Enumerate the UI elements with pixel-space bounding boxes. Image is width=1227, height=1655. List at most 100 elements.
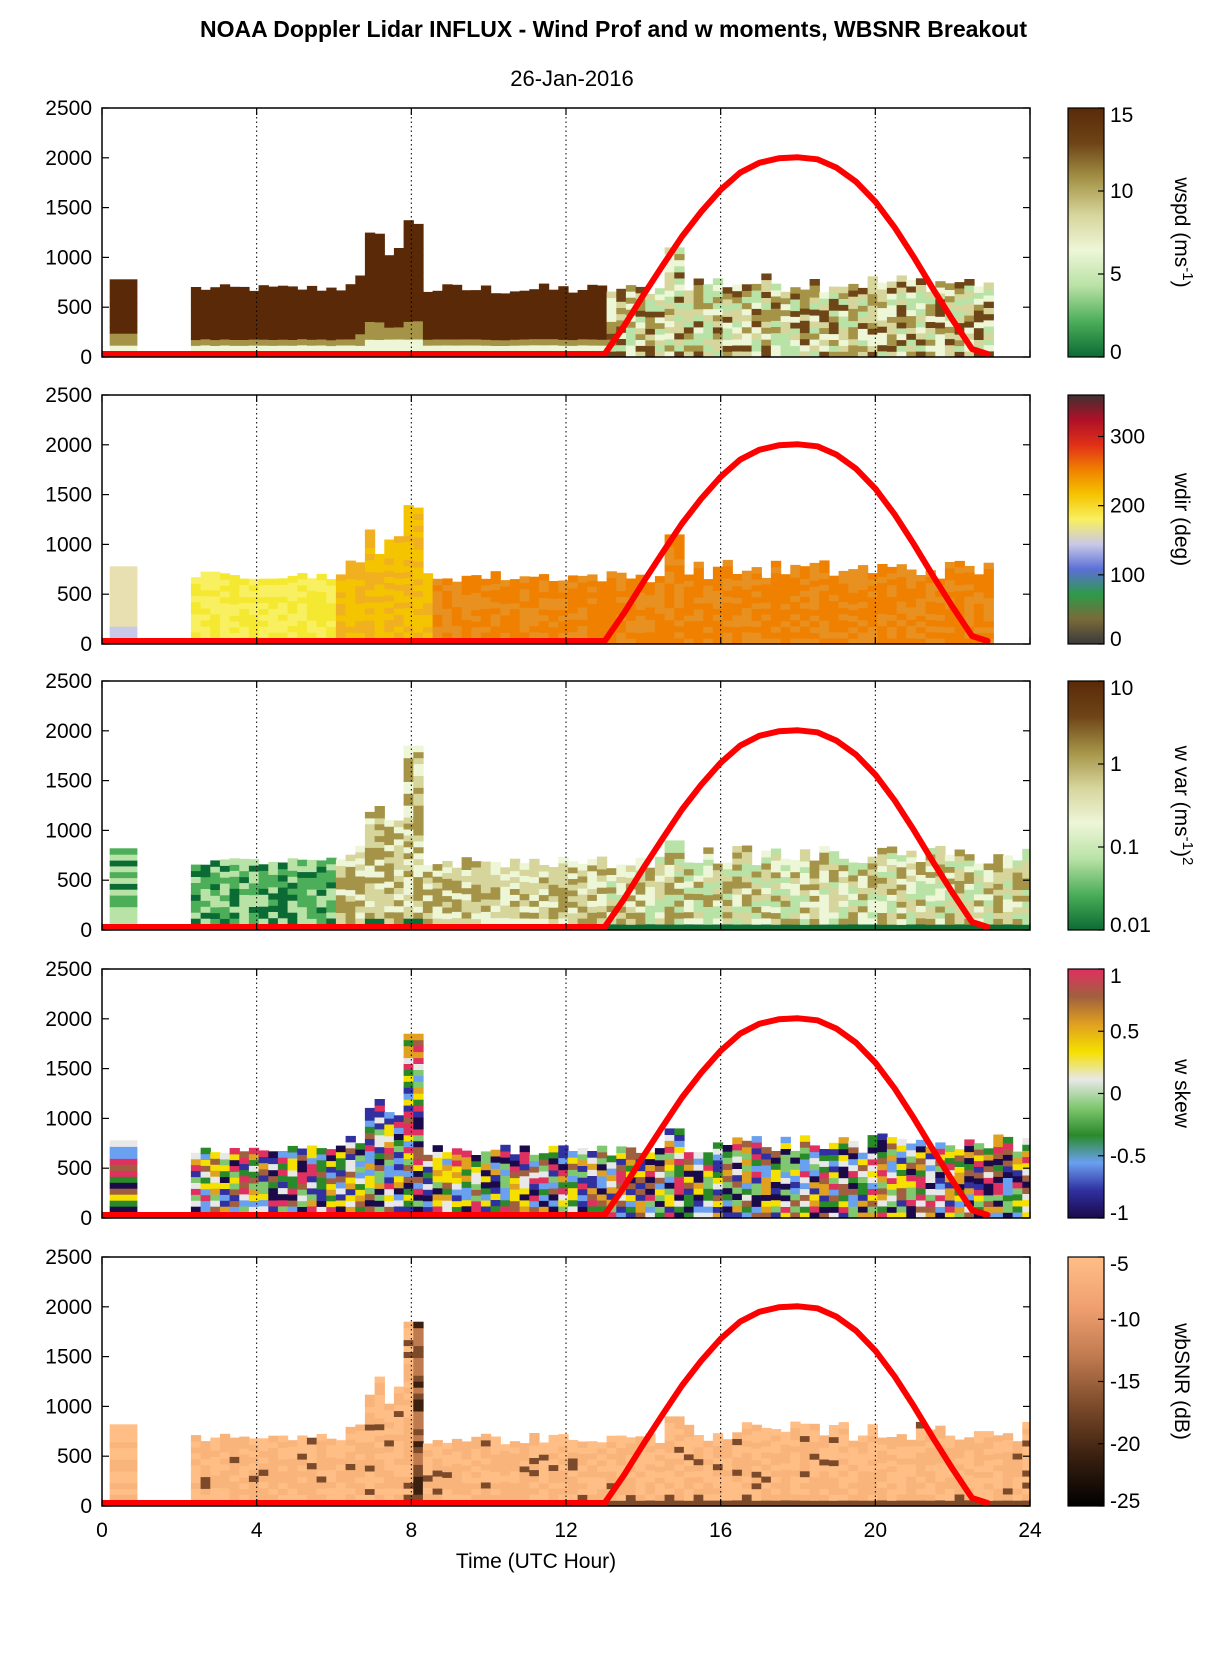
heatmap-cell (935, 638, 946, 644)
heatmap-cell (712, 632, 724, 639)
heatmap-cell (867, 875, 878, 882)
heatmap-cell (109, 566, 138, 573)
heatmap-cell (1022, 889, 1030, 896)
heatmap-cell (809, 339, 820, 346)
heatmap-cell (461, 575, 472, 583)
heatmap-cell (558, 1205, 569, 1213)
heatmap-cell (335, 882, 347, 890)
heatmap-cell (306, 889, 318, 896)
heatmap-cell (993, 918, 1004, 925)
heatmap-cell (674, 253, 685, 261)
heatmap-cell (190, 900, 202, 907)
heatmap-cell (451, 600, 463, 608)
heatmap-cell (596, 285, 608, 293)
heatmap-cell (906, 594, 917, 602)
heatmap-cell (944, 585, 956, 592)
heatmap-cell (896, 625, 907, 633)
heatmap-cell (674, 1206, 685, 1213)
heatmap-cell (384, 1409, 395, 1417)
heatmap-cell (480, 1187, 492, 1195)
heatmap-cell (500, 333, 511, 341)
heatmap-cell (625, 614, 637, 621)
heatmap-cell (973, 286, 985, 293)
heatmap-cell (509, 585, 521, 592)
heatmap-cell (906, 309, 917, 317)
heatmap-cell (509, 864, 521, 872)
heatmap-cell (210, 1176, 221, 1183)
heatmap-cell (316, 338, 327, 346)
heatmap-cell (500, 620, 511, 628)
heatmap-cell (712, 1183, 724, 1190)
heatmap-cell (374, 1470, 385, 1478)
heatmap-cell (925, 1212, 936, 1218)
heatmap-cell (828, 923, 840, 930)
heatmap-cell (509, 1177, 521, 1184)
heatmap-cell (558, 580, 569, 587)
heatmap-cell (1022, 1181, 1030, 1188)
heatmap-cell (200, 1153, 211, 1160)
heatmap-cell (190, 1458, 202, 1466)
heatmap-cell (316, 877, 327, 885)
heatmap-cell (577, 918, 588, 925)
heatmap-cell (384, 1182, 395, 1190)
heatmap-cell (828, 594, 840, 602)
heatmap-cell (635, 906, 646, 913)
heatmap-cell (248, 1177, 260, 1184)
heatmap-cell (857, 583, 869, 590)
heatmap-cell (567, 327, 579, 335)
heatmap-cell (239, 316, 250, 323)
heatmap-cell (664, 637, 675, 644)
heatmap-cell (703, 894, 714, 902)
heatmap-cell (364, 817, 376, 825)
heatmap-cell (258, 900, 269, 907)
heatmap-cell (316, 620, 327, 627)
heatmap-cell (239, 602, 250, 609)
heatmap-cell (954, 316, 965, 324)
heatmap-cell (306, 912, 318, 919)
heatmap-cell (374, 1464, 385, 1472)
heatmap-cell (828, 863, 840, 870)
heatmap-cell (857, 863, 869, 870)
heatmap-cell (413, 236, 424, 243)
heatmap-cell (500, 293, 511, 300)
heatmap-cell (500, 316, 511, 323)
heatmap-cell (190, 298, 202, 306)
heatmap-cell (480, 333, 492, 340)
heatmap-cell (490, 899, 501, 906)
heatmap-cell (413, 1111, 424, 1118)
heatmap-cell (364, 535, 376, 543)
heatmap-cell (538, 603, 550, 610)
heatmap-cell (915, 1175, 927, 1183)
heatmap-cell (355, 899, 366, 907)
heatmap-cell (480, 614, 492, 621)
heatmap-cell (954, 861, 965, 869)
heatmap-cell (268, 1441, 279, 1449)
heatmap-cell (896, 322, 907, 329)
heatmap-cell (838, 900, 849, 907)
heatmap-cell (538, 1182, 550, 1190)
heatmap-cell (770, 906, 782, 914)
heatmap-cell (1012, 1175, 1023, 1183)
heatmap-cell (896, 601, 907, 608)
heatmap-cell (809, 906, 820, 914)
heatmap-cell (886, 1142, 898, 1150)
heatmap-cell (500, 328, 511, 335)
heatmap-cell (635, 900, 646, 907)
heatmap-cell (1012, 872, 1023, 879)
heatmap-cell (316, 1153, 327, 1161)
heatmap-cell (277, 339, 289, 346)
heatmap-cell (915, 278, 927, 285)
heatmap-cell (306, 614, 318, 621)
heatmap-cell (877, 924, 888, 930)
heatmap-cell (567, 619, 579, 626)
heatmap-cell (306, 333, 318, 340)
heatmap-cell (915, 575, 927, 582)
heatmap-cell (925, 1170, 936, 1178)
heatmap-cell (722, 322, 733, 329)
heatmap-cell (500, 1181, 511, 1189)
heatmap-cell (625, 1206, 637, 1213)
heatmap-cell (509, 309, 521, 316)
heatmap-cell (384, 297, 395, 304)
heatmap-cell (558, 868, 569, 876)
heatmap-cell (548, 1181, 559, 1189)
